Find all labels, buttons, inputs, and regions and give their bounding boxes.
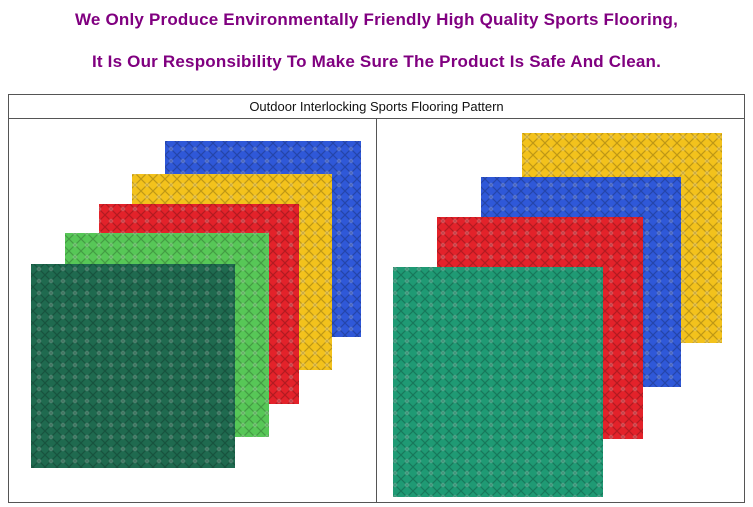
right-tiles-image [393, 133, 722, 497]
table-caption: Outdoor Interlocking Sports Flooring Pat… [9, 95, 744, 119]
headline-line-1: We Only Produce Environmentally Friendly… [74, 10, 679, 29]
left-tiles-image [31, 141, 361, 468]
headline-line-2: It Is Our Responsibility To Make Sure Th… [91, 52, 662, 71]
left-image-cell [9, 119, 377, 502]
tile-teal [393, 267, 603, 497]
product-pattern-table: Outdoor Interlocking Sports Flooring Pat… [8, 94, 745, 503]
right-image-cell [377, 119, 744, 502]
tile-dark-green [31, 264, 235, 468]
